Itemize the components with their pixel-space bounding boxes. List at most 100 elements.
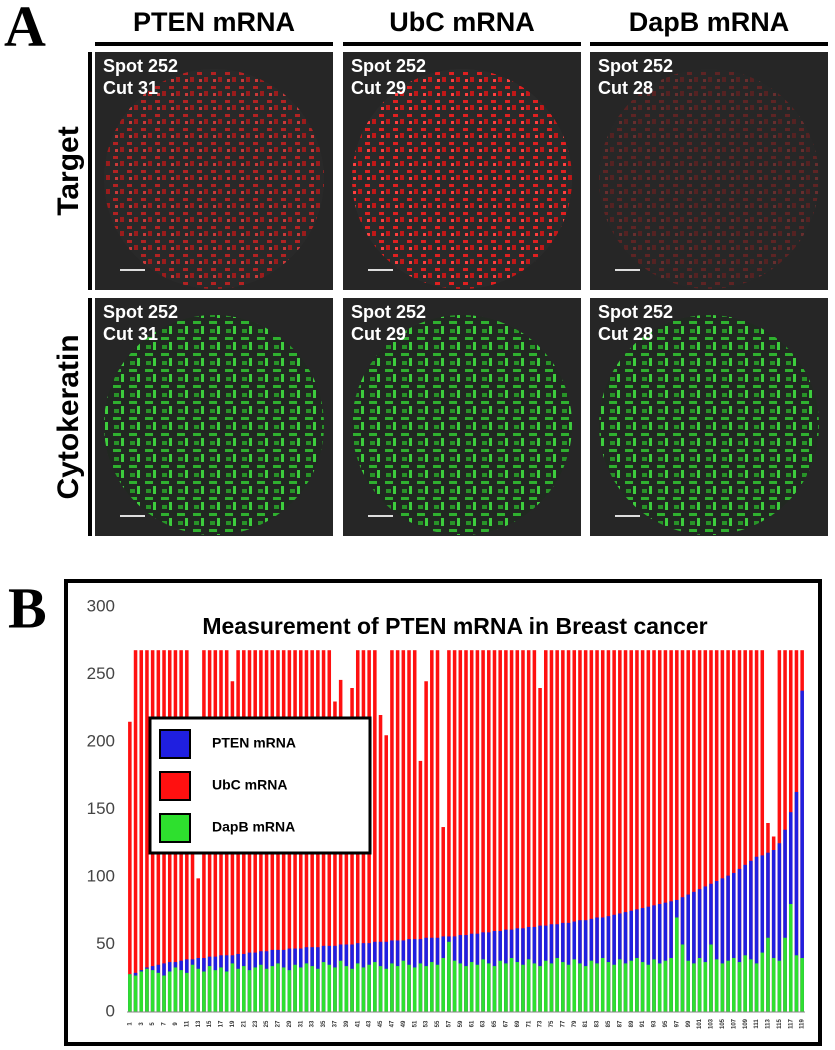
bar xyxy=(367,964,371,1012)
x-tick-label: 55 xyxy=(435,1020,441,1027)
bar xyxy=(629,960,633,1012)
x-tick-label: 25 xyxy=(264,1020,270,1027)
x-tick-label: 99 xyxy=(686,1020,692,1027)
bar xyxy=(390,650,394,1012)
x-tick-label: 49 xyxy=(401,1020,407,1027)
bar xyxy=(441,827,445,1012)
x-tick-label: 1 xyxy=(127,1022,133,1026)
bar xyxy=(259,964,263,1012)
bar xyxy=(657,904,662,1012)
bar xyxy=(777,843,782,1012)
y-tick-label: 0 xyxy=(106,1001,115,1020)
bar xyxy=(737,650,742,1012)
bar xyxy=(185,972,189,1012)
x-tick-label: 59 xyxy=(458,1020,464,1027)
bar xyxy=(771,958,776,1012)
panel-text: Spot 252 xyxy=(598,56,673,76)
x-tick-label: 89 xyxy=(629,1020,635,1027)
bar xyxy=(783,937,787,1012)
bar xyxy=(464,966,468,1012)
bar xyxy=(498,960,502,1012)
bar xyxy=(276,963,280,1012)
tissue-core xyxy=(104,69,324,289)
bar xyxy=(697,958,702,1012)
bar xyxy=(555,958,559,1012)
panel-text: Cut 28 xyxy=(598,324,653,344)
x-tick-label: 21 xyxy=(241,1020,247,1027)
bar xyxy=(788,904,793,1012)
panel-text: Spot 252 xyxy=(351,56,426,76)
bar xyxy=(686,894,690,1012)
panel-text: Cut 29 xyxy=(351,78,406,98)
x-tick-label: 63 xyxy=(481,1020,487,1027)
x-tick-label: 17 xyxy=(219,1020,225,1027)
bar xyxy=(515,962,520,1012)
y-tick-label: 100 xyxy=(87,866,115,885)
bar xyxy=(623,912,628,1012)
x-tick-label: 95 xyxy=(663,1020,669,1027)
bar xyxy=(407,650,411,1012)
bar xyxy=(230,963,235,1012)
panel-text: Cut 29 xyxy=(351,324,406,344)
bar xyxy=(424,681,428,1012)
bar xyxy=(526,650,531,1012)
bar xyxy=(504,963,508,1012)
bar xyxy=(657,650,662,1012)
bar xyxy=(749,860,753,1012)
x-tick-label: 19 xyxy=(230,1020,236,1027)
chart-title: Measurement of PTEN mRNA in Breast cance… xyxy=(202,613,707,639)
bar xyxy=(754,856,759,1012)
bar xyxy=(732,650,736,1012)
bar xyxy=(697,889,702,1012)
bar xyxy=(663,650,668,1012)
bar xyxy=(538,966,542,1012)
bar xyxy=(526,959,531,1012)
bar xyxy=(794,791,799,1012)
bar xyxy=(703,886,708,1012)
bar xyxy=(390,963,394,1012)
bar xyxy=(737,962,742,1012)
bar xyxy=(686,960,690,1012)
bar xyxy=(777,650,782,1012)
column-header: UbC mRNA xyxy=(389,7,535,37)
bar xyxy=(726,650,730,1012)
bar xyxy=(287,970,292,1012)
bar xyxy=(395,650,400,1012)
bar xyxy=(333,967,337,1012)
bar xyxy=(407,964,411,1012)
y-tick-label: 150 xyxy=(87,799,115,818)
bar xyxy=(680,650,685,1012)
x-tick-label: 77 xyxy=(560,1020,566,1027)
bar xyxy=(743,955,747,1012)
bar xyxy=(635,650,639,1012)
bar xyxy=(583,966,588,1012)
x-tick-label: 37 xyxy=(333,1020,339,1027)
bar xyxy=(618,959,622,1012)
bar xyxy=(618,650,622,1012)
x-tick-label: 103 xyxy=(709,1018,715,1029)
bar xyxy=(344,966,349,1012)
bar xyxy=(173,967,178,1012)
bar xyxy=(293,964,297,1012)
bar xyxy=(760,855,765,1012)
bar xyxy=(709,944,713,1012)
bar xyxy=(492,650,497,1012)
bar xyxy=(743,650,747,1012)
bar xyxy=(469,962,474,1012)
bar xyxy=(800,690,804,1012)
bar xyxy=(224,971,229,1012)
bar xyxy=(521,964,525,1012)
x-tick-label: 33 xyxy=(310,1020,316,1027)
panel-text: Spot 252 xyxy=(103,56,178,76)
bar xyxy=(475,650,480,1012)
bar xyxy=(709,650,713,1012)
bar xyxy=(207,966,212,1012)
bar xyxy=(783,829,787,1012)
x-tick-label: 69 xyxy=(515,1020,521,1027)
bar xyxy=(521,650,525,1012)
bar xyxy=(247,970,252,1012)
bar xyxy=(572,959,577,1012)
x-tick-label: 113 xyxy=(766,1019,772,1029)
bar xyxy=(555,650,559,1012)
